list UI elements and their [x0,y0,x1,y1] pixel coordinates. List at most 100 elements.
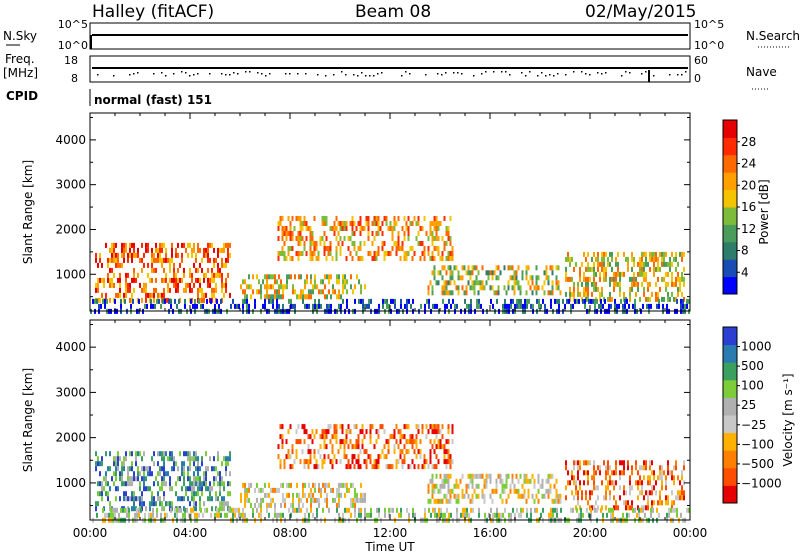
heatmap-cell [382,298,384,304]
nave-point [357,75,359,77]
heatmap-cell [209,486,211,492]
heatmap-cell [195,501,197,507]
heatmap-cell [435,231,438,236]
heatmap-cell [619,460,621,466]
heatmap-cell [266,279,268,285]
heatmap-cell [177,252,179,258]
heatmap-cell [131,242,133,248]
heatmap-cell [619,276,621,282]
heatmap-cell [283,464,286,470]
heatmap-cell [295,454,298,460]
heatmap-cell [558,303,560,309]
heatmap-cell [686,507,688,513]
heatmap-cell [587,281,589,287]
heatmap-cell [201,456,203,462]
heatmap-cell [276,512,278,518]
heatmap-cell [613,281,615,287]
heatmap-cell [157,471,159,477]
power-heatmap [90,216,690,314]
heatmap-cell [191,491,193,497]
heatmap-cell [301,221,304,226]
heatmap-cell [605,465,607,471]
heatmap-cell [467,280,470,286]
heatmap-cell [288,492,290,498]
heatmap-cell [641,266,643,272]
heatmap-cell [329,459,332,465]
heatmap-cell [341,424,344,430]
heatmap-cell [115,257,117,263]
heatmap-cell [229,292,231,298]
heatmap-cell [281,424,284,430]
heatmap-cell [451,488,454,494]
heatmap-cell [354,502,356,508]
heatmap-cell [141,466,143,472]
heatmap-cell [94,298,96,304]
heatmap-cell [401,226,404,231]
heatmap-cell [583,286,585,292]
heatmap-cell [419,241,422,246]
heatmap-cell [137,247,139,253]
heatmap-cell [432,303,434,309]
heatmap-cell [134,512,136,518]
heatmap-cell [242,298,244,304]
heatmap-cell [360,492,362,498]
heatmap-cell [97,501,99,507]
heatmap-cell [667,261,669,267]
nave-point [401,75,403,77]
heatmap-cell [441,434,444,440]
heatmap-cell [587,470,589,476]
heatmap-cell [513,483,516,489]
heatmap-cell [206,298,208,304]
nave-point [473,75,475,77]
heatmap-cell [330,294,332,300]
heatmap-cell [635,480,637,486]
heatmap-cell [541,285,544,291]
heatmap-cell [583,460,585,466]
heatmap-cell [149,466,151,472]
heatmap-cell [437,270,440,276]
heatmap-cell [119,476,121,482]
heatmap-cell [229,456,231,462]
nave-point [161,72,163,74]
y-tick-label: 2000 [55,431,86,445]
heatmap-cell [449,236,452,241]
heatmap-cell [163,242,165,248]
heatmap-cell [570,507,572,513]
heatmap-cell [292,303,294,309]
heatmap-cell [354,507,356,513]
heatmap-cell [206,507,208,513]
heatmap-cell [185,287,187,293]
heatmap-cell [309,449,312,455]
heatmap-cell [669,261,671,267]
heatmap-cell [666,303,668,309]
heatmap-cell [169,456,171,462]
heatmap-cell [301,449,304,455]
heatmap-cell [219,491,221,497]
heatmap-cell [307,464,310,470]
heatmap-cell [328,289,330,295]
heatmap-cell [279,216,282,221]
heatmap-cell [318,298,320,304]
heatmap-cell [500,512,502,518]
heatmap-cell [277,226,280,231]
heatmap-cell [555,478,558,484]
heatmap-cell [401,464,404,470]
heatmap-cell [95,252,97,258]
heatmap-cell [282,492,284,498]
heatmap-cell [240,497,242,503]
heatmap-cell [246,492,248,498]
heatmap-cell [431,488,434,494]
heatmap-cell [668,512,670,518]
heatmap-cell [292,507,294,513]
heatmap-cell [318,487,320,493]
heatmap-cell [196,303,198,309]
heatmap-cell [593,281,595,287]
heatmap-cell [159,242,161,248]
heatmap-cell [394,303,396,309]
heatmap-cell [492,512,494,518]
heatmap-cell [176,507,178,513]
heatmap-cell [322,482,324,488]
heatmap-cell [445,449,448,455]
heatmap-cell [637,495,639,501]
heatmap-cell [467,270,470,276]
